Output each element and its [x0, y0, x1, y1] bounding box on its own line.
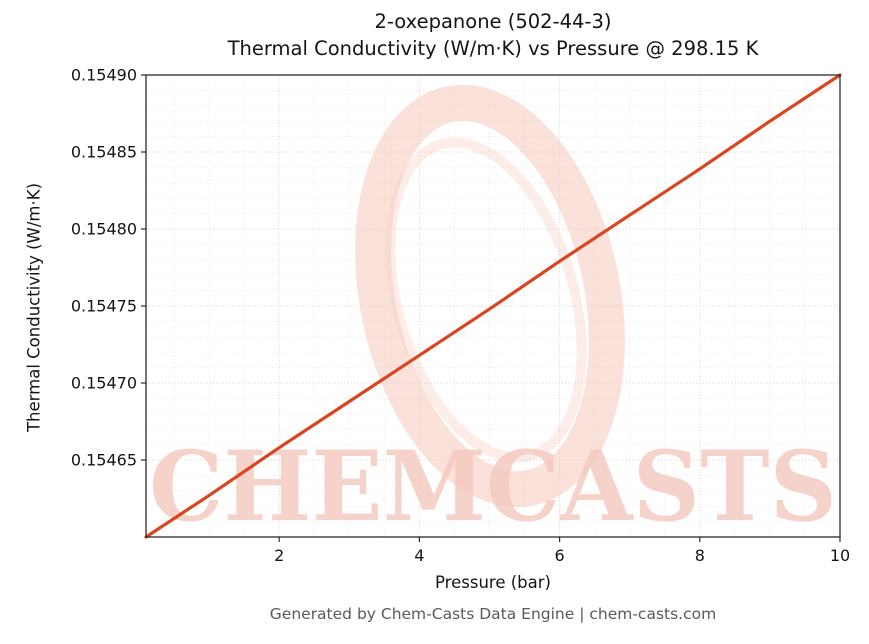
y-tick-label: 0.15465	[71, 451, 137, 470]
x-tick-label: 4	[414, 546, 424, 565]
data-line-thermal-conductivity	[144, 73, 842, 539]
x-tick-label: 8	[695, 546, 705, 565]
x-tick-label: 2	[274, 546, 284, 565]
watermark-text: CHEMCASTS	[149, 430, 837, 543]
chart-title-line2: Thermal Conductivity (W/m·K) vs Pressure…	[227, 37, 759, 60]
watermark-ring-inner-icon	[385, 137, 587, 463]
y-tick-label: 0.15475	[71, 297, 137, 316]
x-tick-label: 6	[555, 546, 565, 565]
chart-title-line1: 2-oxepanone (502-44-3)	[374, 10, 612, 33]
y-tick-label: 0.15480	[71, 220, 137, 239]
x-axis-label: Pressure (bar)	[435, 573, 551, 592]
x-tick-label: 10	[830, 546, 850, 565]
y-tick-label: 0.15485	[71, 143, 137, 162]
footer-attribution: Generated by Chem-Casts Data Engine | ch…	[269, 605, 717, 623]
y-axis-label: Thermal Conductivity (W/m·K)	[24, 182, 44, 433]
chart-title: 2-oxepanone (502-44-3) Thermal Conductiv…	[146, 8, 840, 62]
watermark-ring-icon	[355, 84, 625, 508]
y-tick-label: 0.15490	[71, 66, 137, 85]
y-tick-label: 0.15470	[71, 374, 137, 393]
